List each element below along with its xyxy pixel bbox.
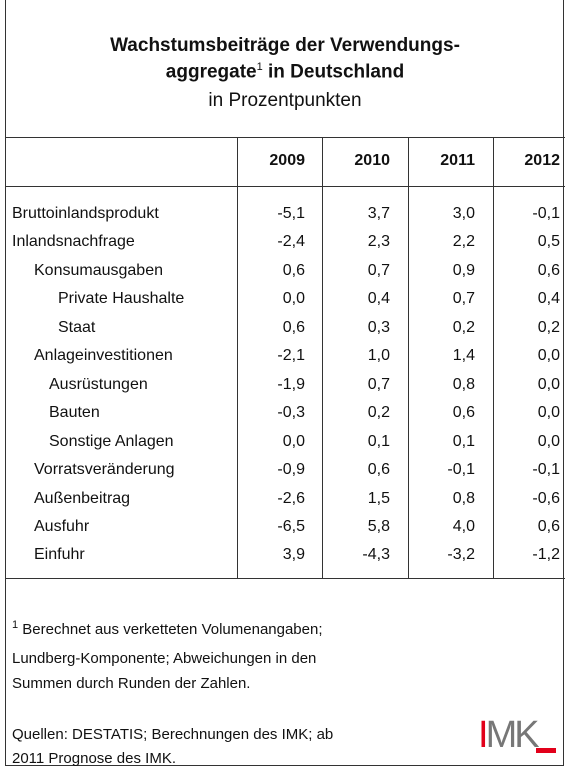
cell-value: 3,0 bbox=[452, 205, 475, 222]
cell-value: -0,1 bbox=[532, 205, 560, 222]
row-label: Bruttoinlandsprodukt bbox=[12, 205, 159, 222]
cell-value: 0,6 bbox=[282, 318, 305, 336]
cell-value: 0,1 bbox=[452, 432, 475, 450]
cell-value: 1,0 bbox=[367, 347, 390, 365]
cell-value: -2,6 bbox=[277, 489, 305, 507]
column-header: 2012 bbox=[524, 152, 560, 169]
row-label: Einfuhr bbox=[34, 546, 85, 564]
logo-bar bbox=[536, 748, 556, 753]
title: aggregate1 in Deutschland bbox=[0, 61, 570, 83]
sources: 2011 Prognose des IMK. bbox=[12, 750, 176, 767]
title-text: in Deutschland bbox=[262, 61, 405, 83]
footnote-ref: 1 bbox=[256, 61, 263, 73]
cell-value: 5,8 bbox=[367, 517, 390, 535]
cell-value: 3,9 bbox=[282, 546, 305, 564]
cell-value: 4,0 bbox=[452, 517, 475, 535]
cell-value: -2,4 bbox=[277, 233, 305, 251]
row-label: Sonstige Anlagen bbox=[49, 432, 174, 450]
cell-value: -0,9 bbox=[277, 461, 305, 479]
cell-value: 0,6 bbox=[537, 517, 560, 535]
cell-value: 0,1 bbox=[367, 432, 390, 450]
footnote-mark: 1 bbox=[12, 619, 19, 631]
cell-value: 0,3 bbox=[367, 318, 390, 336]
footnote: Lundberg-Komponente; Abweichungen in den bbox=[12, 650, 317, 667]
cell-value: 0,9 bbox=[452, 261, 475, 279]
row-label: Staat bbox=[58, 318, 96, 336]
cell-value: 3,7 bbox=[367, 205, 390, 222]
title-text: aggregate bbox=[165, 61, 257, 83]
footnote: Summen durch Runden der Zahlen. bbox=[12, 675, 251, 692]
frame bbox=[5, 0, 564, 766]
cell-value: 1,4 bbox=[452, 347, 475, 365]
cell-value: 2,3 bbox=[367, 233, 390, 251]
col-rule bbox=[408, 137, 409, 578]
row-label: Ausfuhr bbox=[34, 517, 90, 535]
cell-value: 0,7 bbox=[367, 375, 390, 393]
row-label: Ausrüstungen bbox=[49, 375, 148, 393]
column-header: 2010 bbox=[354, 152, 390, 169]
footnote: 1 Berechnet aus verketteten Volumenangab… bbox=[12, 619, 323, 638]
title: Wachstumsbeiträge der Verwendungs- bbox=[110, 35, 460, 56]
cell-value: 0,0 bbox=[537, 432, 560, 450]
logo: IMK bbox=[478, 714, 540, 756]
subtitle: in Prozentpunkten bbox=[208, 90, 362, 111]
cell-value: 0,6 bbox=[452, 404, 475, 422]
cell-value: 0,2 bbox=[367, 404, 390, 422]
cell-value: 0,0 bbox=[282, 290, 305, 308]
cell-value: 0,8 bbox=[452, 489, 475, 507]
cell-value: -0,6 bbox=[532, 489, 560, 507]
row-label: Konsumausgaben bbox=[34, 261, 163, 279]
row-label: Außenbeitrag bbox=[34, 489, 131, 507]
cell-value: 0,2 bbox=[537, 318, 560, 336]
cell-value: -3,2 bbox=[447, 546, 475, 564]
footnote-text: Berechnet aus verketteten Volumenangaben… bbox=[18, 621, 323, 638]
row-label: Vorratsveränderung bbox=[34, 461, 175, 479]
cell-value: 0,4 bbox=[367, 290, 390, 308]
row-label: Anlageinvestitionen bbox=[34, 347, 173, 365]
cell-value: 0,6 bbox=[537, 261, 560, 279]
rule bbox=[5, 578, 565, 579]
cell-value: 0,0 bbox=[537, 375, 560, 393]
cell-value: 0,7 bbox=[367, 261, 390, 279]
cell-value: -4,3 bbox=[362, 546, 390, 564]
cell-value: -0,1 bbox=[532, 461, 560, 479]
cell-value: 0,0 bbox=[537, 404, 560, 422]
cell-value: -0,1 bbox=[447, 461, 475, 479]
row-label: Private Haushalte bbox=[58, 290, 185, 308]
cell-value: 2,2 bbox=[452, 233, 475, 251]
cell-value: -2,1 bbox=[277, 347, 305, 365]
cell-value: -0,3 bbox=[277, 404, 305, 422]
cell-value: 0,6 bbox=[282, 261, 305, 279]
column-header: 2009 bbox=[269, 152, 305, 169]
cell-value: 0,0 bbox=[282, 432, 305, 450]
col-rule bbox=[493, 137, 494, 578]
cell-value: 0,6 bbox=[367, 461, 390, 479]
column-header: 2011 bbox=[440, 152, 475, 169]
col-rule bbox=[237, 137, 238, 578]
cell-value: 0,2 bbox=[452, 318, 475, 336]
row-label: Bauten bbox=[49, 404, 100, 422]
cell-value: -1,2 bbox=[532, 546, 560, 564]
cell-value: -5,1 bbox=[277, 205, 305, 222]
cell-value: 0,8 bbox=[452, 375, 475, 393]
cell-value: 0,0 bbox=[537, 347, 560, 365]
rule bbox=[5, 137, 565, 138]
logo-wrap: IMK bbox=[478, 714, 540, 756]
col-rule bbox=[322, 137, 323, 578]
cell-value: 0,5 bbox=[537, 233, 560, 251]
cell-value: 0,4 bbox=[537, 290, 560, 308]
sources: Quellen: DESTATIS; Berechnungen des IMK;… bbox=[12, 726, 334, 743]
cell-value: 0,7 bbox=[452, 290, 475, 308]
row-label: Inlandsnachfrage bbox=[12, 233, 135, 251]
cell-value: -6,5 bbox=[277, 517, 305, 535]
rule bbox=[5, 186, 565, 187]
cell-value: -1,9 bbox=[277, 375, 305, 393]
cell-value: 1,5 bbox=[367, 489, 390, 507]
